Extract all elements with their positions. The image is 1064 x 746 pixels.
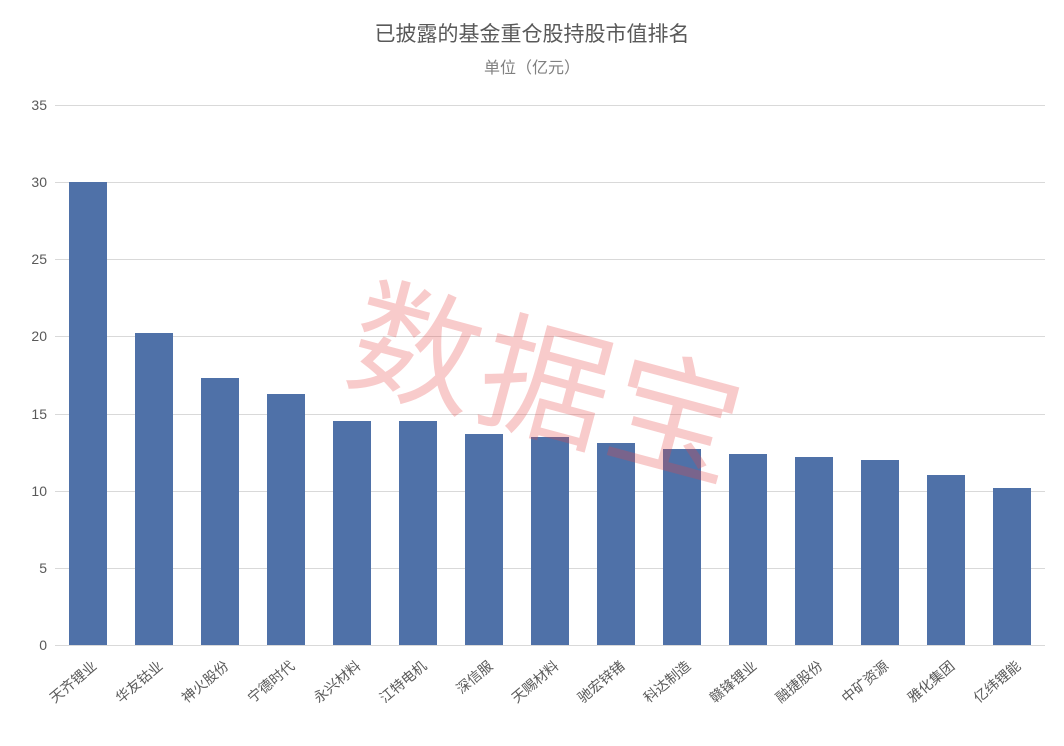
bar-slot (253, 105, 319, 645)
bar (729, 454, 767, 645)
bar (69, 182, 107, 645)
bar-slot (451, 105, 517, 645)
bar-slot (319, 105, 385, 645)
bar-slot (517, 105, 583, 645)
y-axis-tick-label: 0 (15, 637, 47, 653)
bar (663, 449, 701, 645)
bar-slot (913, 105, 979, 645)
bars-group (55, 105, 1045, 645)
bar (201, 378, 239, 645)
bar-slot (583, 105, 649, 645)
bar (135, 333, 173, 645)
y-axis-tick-label: 30 (15, 174, 47, 190)
chart-subtitle: 单位（亿元） (0, 54, 1064, 78)
bar (993, 488, 1031, 645)
bar-slot (385, 105, 451, 645)
bar (795, 457, 833, 645)
bar-slot (715, 105, 781, 645)
bar-slot (187, 105, 253, 645)
bar-slot (121, 105, 187, 645)
bar (267, 394, 305, 645)
bar-slot (781, 105, 847, 645)
y-axis-tick-label: 35 (15, 97, 47, 113)
y-axis-tick-label: 10 (15, 483, 47, 499)
bar (465, 434, 503, 645)
chart-container: 已披露的基金重仓股持股市值排名 单位（亿元） 05101520253035 数据… (0, 0, 1064, 746)
bar-slot (55, 105, 121, 645)
bar (333, 421, 371, 645)
bar (531, 437, 569, 645)
gridline (55, 645, 1045, 646)
bar-slot (847, 105, 913, 645)
bar (597, 443, 635, 645)
y-axis-tick-label: 15 (15, 406, 47, 422)
chart-title: 已披露的基金重仓股持股市值排名 (0, 18, 1064, 48)
bar (399, 421, 437, 645)
y-axis-tick-label: 20 (15, 328, 47, 344)
y-axis-tick-label: 25 (15, 251, 47, 267)
bar (861, 460, 899, 645)
y-axis-tick-label: 5 (15, 560, 47, 576)
bar-slot (979, 105, 1045, 645)
bar (927, 475, 965, 645)
plot-area: 05101520253035 数据宝 (55, 105, 1045, 645)
bar-slot (649, 105, 715, 645)
